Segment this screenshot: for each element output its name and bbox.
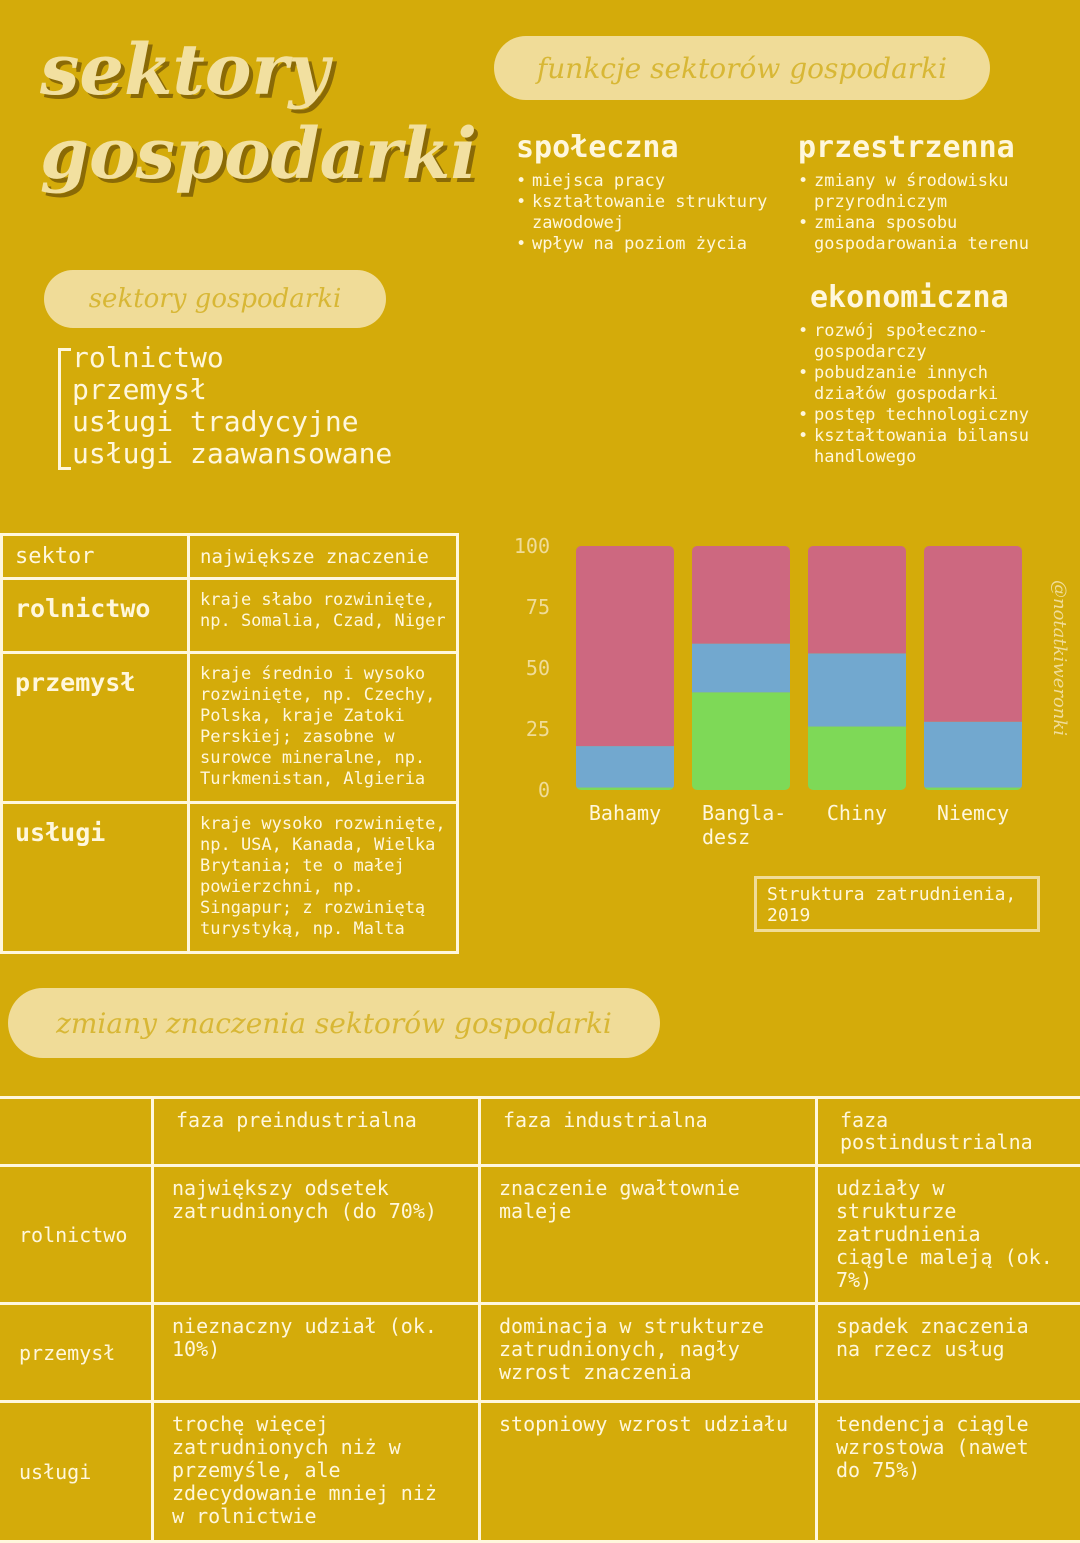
y-tick-label: 25 (526, 717, 550, 741)
changes-cell: stopniowy wzrost udziału (480, 1402, 817, 1542)
corner-cell (0, 1098, 153, 1166)
changes-cell: spadek znaczenia na rzecz usług (817, 1304, 1080, 1402)
sector-item: usługi tradycyjne (72, 406, 392, 438)
bar-segment (692, 644, 790, 693)
ekonomiczna-item: rozwój społeczno-gospodarczy (798, 321, 1058, 363)
ekonomiczna-item: pobudzanie innych działów gospodarki (798, 363, 1058, 405)
bar-stack (924, 546, 1022, 790)
changes-cell: trochę więcej zatrudnionych niż w przemy… (153, 1402, 480, 1542)
bar-stack (576, 546, 674, 790)
spoleczna-item: miejsca pracy (516, 171, 786, 192)
changes-cell: tendencja ciągle wzrostowa (nawet do 75%… (817, 1402, 1080, 1542)
title-line-2: gospodarki (40, 112, 477, 196)
x-tick-label: desz (702, 825, 750, 849)
importance-sector: rolnictwo (2, 579, 189, 653)
bar-stack (808, 546, 906, 790)
function-ekonomiczna: ekonomiczna rozwój społeczno-gospodarczy… (798, 280, 1058, 468)
sector-item: rolnictwo (72, 342, 392, 374)
changes-pill: zmiany znaczenia sektorów gospodarki (8, 988, 660, 1058)
phase-industrial: faza industrialna (480, 1098, 817, 1166)
function-przestrzenna: przestrzenna zmiany w środowisku przyrod… (798, 130, 1068, 255)
sector-item: przemysł (72, 374, 392, 406)
x-tick-label: Bahamy (589, 801, 661, 825)
sectors-pill-label: sektory gospodarki (89, 284, 342, 314)
ekonomiczna-heading: ekonomiczna (810, 280, 1058, 315)
chart-title: Struktura zatrudnienia, 2019 (754, 876, 1040, 932)
przestrzenna-heading: przestrzenna (798, 130, 1068, 165)
y-tick-label: 0 (538, 778, 550, 802)
bar-segment (924, 546, 1022, 722)
changes-cell: dominacja w strukturze zatrudnionych, na… (480, 1304, 817, 1402)
phase-preindustrial: faza preindustrialna (153, 1098, 480, 1166)
header-sektor: sektor (2, 535, 189, 579)
x-tick-label: Bangla- (702, 801, 786, 825)
importance-text: kraje wysoko rozwinięte, np. USA, Kanada… (189, 803, 458, 953)
header-znaczenie: największe znaczenie (189, 535, 458, 579)
importance-text: kraje średnio i wysoko rozwinięte, np. C… (189, 653, 458, 803)
importance-sector: usługi (2, 803, 189, 953)
spoleczna-item: kształtowanie struktury zawodowej (516, 192, 786, 234)
changes-table: faza preindustrialna faza industrialna f… (0, 1096, 1080, 1543)
przestrzenna-item: zmiany w środowisku przyrodniczym (798, 171, 1068, 213)
bar-stack (692, 546, 790, 790)
y-tick-label: 100 (514, 534, 550, 558)
sector-item: usługi zaawansowane (72, 438, 392, 470)
x-tick-label: Chiny (827, 801, 887, 825)
spoleczna-list: miejsca pracykształtowanie struktury zaw… (516, 171, 786, 255)
functions-pill-label: funkcje sektorów gospodarki (537, 52, 947, 85)
x-tick-label: Niemcy (937, 801, 1009, 825)
bar-segment (808, 653, 906, 726)
changes-sector: przemysł (0, 1304, 153, 1402)
ekonomiczna-item: postęp technologiczny (798, 405, 1058, 426)
title-line-1: sektory (40, 28, 477, 112)
function-spoleczna: społeczna miejsca pracykształtowanie str… (516, 130, 786, 255)
bar-segment (692, 546, 790, 644)
importance-text: kraje słabo rozwinięte, np. Somalia, Cza… (189, 579, 458, 653)
changes-cell: nieznaczny udział (ok. 10%) (153, 1304, 480, 1402)
changes-sector: rolnictwo (0, 1166, 153, 1304)
przestrzenna-item: zmiana sposobu gospodarowania terenu (798, 213, 1068, 255)
bracket (58, 348, 71, 470)
bar-segment (576, 788, 674, 790)
watermark: @notatkiweronki (1049, 580, 1070, 736)
bar-segment (924, 722, 1022, 788)
changes-pill-label: zmiany znaczenia sektorów gospodarki (56, 1007, 612, 1040)
bar-segment (808, 727, 906, 790)
bar-segment (576, 746, 674, 787)
bar-segment (576, 546, 674, 746)
importance-sector: przemysł (2, 653, 189, 803)
employment-chart: 0 25 50 75 100 Bahamy Bangla-desz Chiny Niemcy (490, 520, 1050, 860)
bar-segment (924, 788, 1022, 790)
changes-cell: największy odsetek zatrudnionych (do 70%… (153, 1166, 480, 1304)
spoleczna-item: wpływ na poziom życia (516, 234, 786, 255)
bar-segment (808, 546, 906, 653)
phase-postindustrial: faza postindustrialna (817, 1098, 1080, 1166)
ekonomiczna-list: rozwój społeczno-gospodarczypobudzanie i… (798, 321, 1058, 468)
page-title: sektory gospodarki (40, 28, 477, 196)
ekonomiczna-item: kształtowania bilansu handlowego (798, 426, 1058, 468)
przestrzenna-list: zmiany w środowisku przyrodniczymzmiana … (798, 171, 1068, 255)
changes-sector: usługi (0, 1402, 153, 1542)
y-tick-label: 50 (526, 656, 550, 680)
changes-cell: udziały w strukturze zatrudnienia ciągle… (817, 1166, 1080, 1304)
y-tick-label: 75 (526, 595, 550, 619)
bar-segment (692, 692, 790, 790)
spoleczna-heading: społeczna (516, 130, 786, 165)
functions-pill: funkcje sektorów gospodarki (494, 36, 990, 100)
sectors-pill: sektory gospodarki (44, 270, 386, 328)
changes-cell: znaczenie gwałtownie maleje (480, 1166, 817, 1304)
